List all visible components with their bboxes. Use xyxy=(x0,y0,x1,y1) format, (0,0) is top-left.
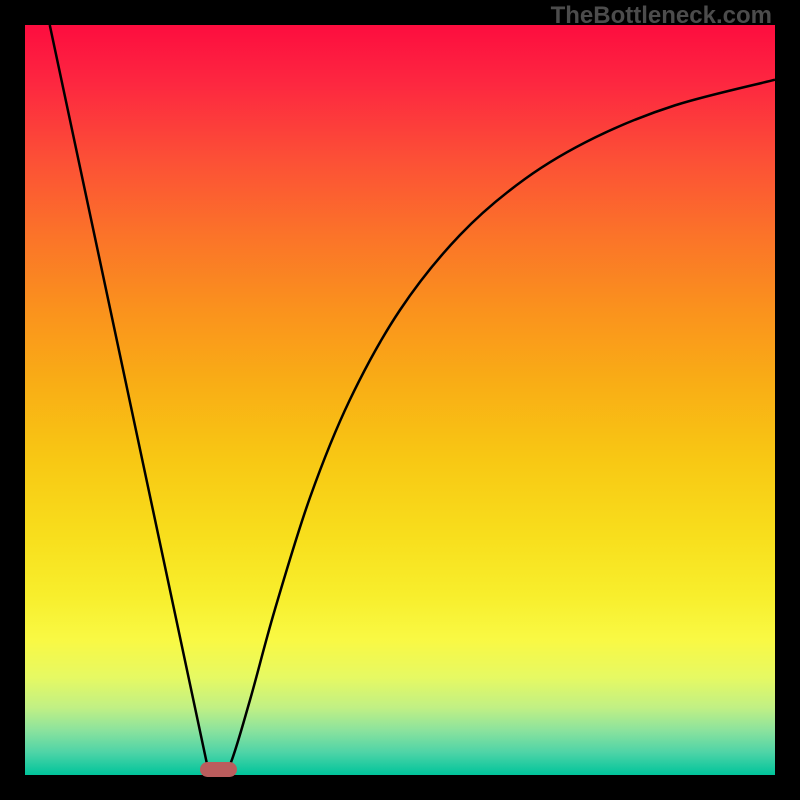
plot-area xyxy=(25,25,775,775)
curve-svg xyxy=(25,25,775,775)
minimum-marker xyxy=(200,762,238,777)
watermark-text: TheBottleneck.com xyxy=(551,2,772,30)
bottleneck-curve xyxy=(50,25,775,772)
chart-outer-frame: TheBottleneck.com xyxy=(0,0,800,800)
